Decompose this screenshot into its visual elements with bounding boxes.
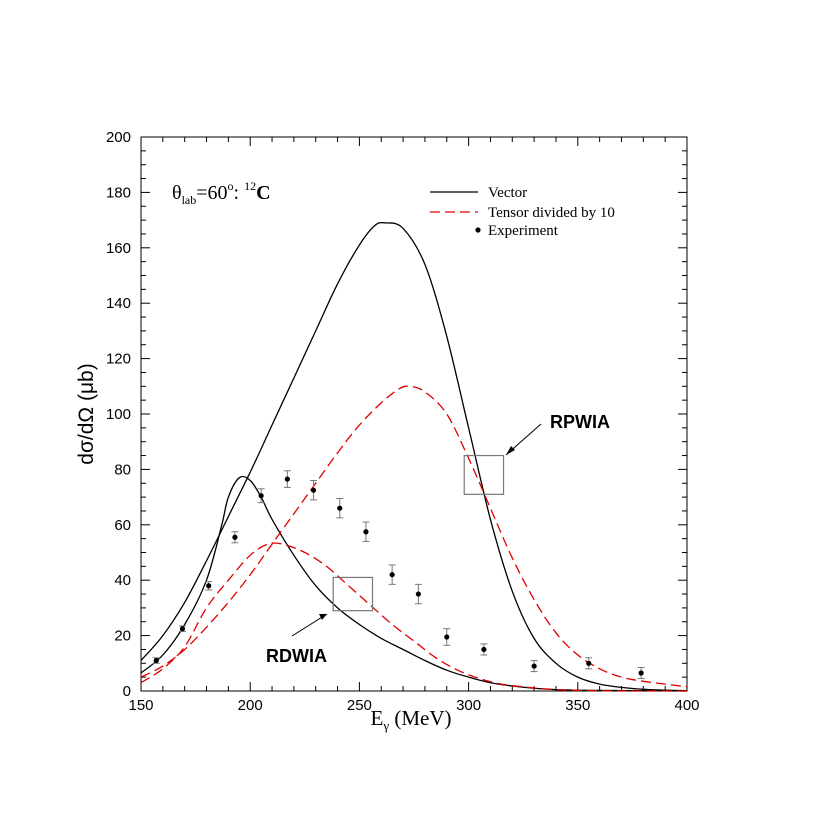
x-tick-label: 300 [456, 697, 481, 714]
experiment-point [257, 488, 265, 504]
legend-experiment-marker [475, 227, 481, 233]
y-tick-label: 160 [106, 240, 131, 257]
title-mid: : [234, 182, 245, 204]
experiment-points [152, 470, 645, 680]
experiment-point [152, 657, 160, 664]
rpwia-box [463, 454, 505, 495]
rdwia-arrow [291, 613, 328, 637]
y-tick-label: 80 [114, 461, 131, 478]
x-tick-label: 250 [347, 697, 372, 714]
y-tick-label: 100 [106, 406, 131, 423]
rpwia-label: RPWIA [550, 412, 610, 432]
legend-vector-label: Vector [488, 185, 527, 201]
rdwia-label: RDWIA [266, 646, 327, 666]
curves [140, 221, 688, 692]
title-iso-sup: 12 [244, 179, 256, 193]
experiment-point [530, 660, 538, 673]
y-tick-label: 40 [114, 572, 131, 589]
x-axis-title-main: E [371, 706, 384, 730]
title-iso: C [256, 182, 270, 204]
vector-rdwia-curve [140, 475, 688, 692]
y-tick-label: 120 [106, 351, 131, 368]
rdwia-box [332, 576, 374, 612]
experiment-point [585, 657, 593, 670]
x-axis-title-unit: (MeV) [389, 706, 451, 730]
y-tick-label: 20 [114, 628, 131, 645]
x-tick-labels: 150 200 250 300 350 400 [128, 697, 699, 714]
title-sub: lab [182, 193, 197, 207]
experiment-point [362, 521, 370, 542]
x-tick-label: 350 [565, 697, 590, 714]
y-tick-label: 200 [106, 129, 131, 146]
y-tick-label: 0 [123, 683, 131, 700]
experiment-point [283, 470, 291, 488]
experiment-point [231, 531, 239, 544]
rpwia-arrow [505, 423, 542, 456]
axis-ticks [140, 136, 688, 692]
experiment-point [336, 497, 344, 519]
y-tick-label: 60 [114, 517, 131, 534]
y-tick-labels: 0 20 40 60 80 100 120 140 160 180 200 [106, 129, 131, 700]
tensor-rdwia-curve [140, 542, 687, 692]
x-axis-title: Eγ (MeV) [371, 706, 452, 733]
x-tick-label: 150 [128, 697, 153, 714]
x-axis-title-sub: γ [382, 718, 389, 733]
title-theta: θ [172, 182, 182, 204]
title-eq: =60 [196, 182, 227, 204]
plot-title: θlab=60o: 12C [172, 179, 271, 207]
y-tick-label: 180 [106, 184, 131, 201]
experiment-point [205, 581, 213, 591]
experiment-point [637, 666, 645, 680]
x-tick-label: 200 [238, 697, 263, 714]
x-tick-label: 400 [674, 697, 699, 714]
title-sup: o [228, 179, 234, 193]
legend-tensor-label: Tensor divided by 10 [488, 205, 615, 221]
vector-rpwia-curve [140, 221, 688, 692]
experiment-point [480, 643, 488, 656]
legend: Vector Tensor divided by 10 Experiment [430, 185, 615, 239]
legend-experiment-label: Experiment [488, 223, 559, 239]
annotation-boxes [332, 454, 505, 612]
experiment-point [310, 479, 318, 501]
experiment-point [414, 583, 422, 605]
tensor-rpwia-curve [140, 385, 688, 688]
y-axis-title: dσ/dΩ (μb) [75, 363, 98, 464]
experiment-point [388, 564, 396, 585]
y-tick-label: 140 [106, 295, 131, 312]
experiment-point [178, 625, 186, 632]
experiment-point [443, 628, 451, 646]
